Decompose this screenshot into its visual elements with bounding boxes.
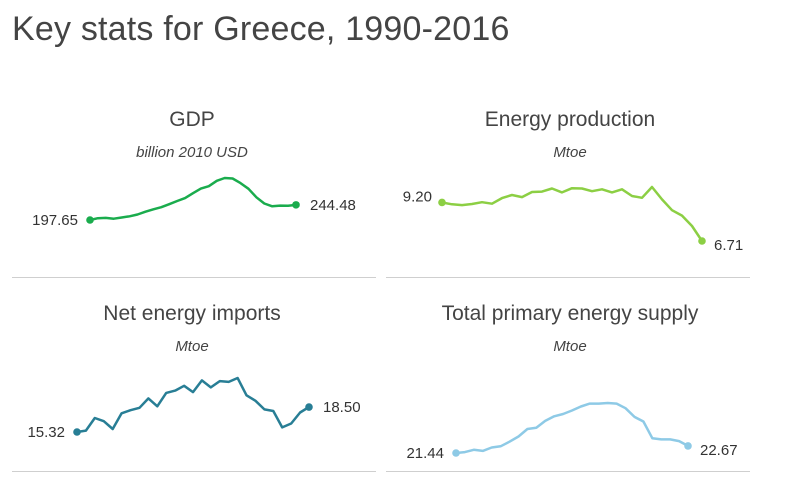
series-line <box>89 176 297 222</box>
end-point <box>305 403 313 411</box>
chart-title: Total primary energy supply <box>441 302 699 325</box>
page-title: Key stats for Greece, 1990-2016 <box>12 10 510 48</box>
start-point <box>73 428 81 436</box>
end-value-label: 244.48 <box>310 197 356 214</box>
divider <box>386 471 750 472</box>
start-value-label: 15.32 <box>27 424 65 441</box>
divider <box>12 277 376 278</box>
end-value-label: 6.71 <box>714 237 743 254</box>
series-line <box>441 185 704 242</box>
chart-subtitle: Mtoe <box>175 338 209 355</box>
start-value-label: 197.65 <box>32 212 78 229</box>
chart-svg: 15.32 18.50 <box>27 376 361 441</box>
chart-panel-total-primary-energy-supply: Total primary energy supply Mtoe 21.44 22… <box>386 302 754 492</box>
chart-panel-gdp: GDP billion 2010 USD 197.65 244.48 <box>8 108 376 298</box>
divider <box>386 277 750 278</box>
start-value-label: 21.44 <box>406 445 444 462</box>
end-point <box>684 442 692 450</box>
chart-subtitle: billion 2010 USD <box>136 144 248 161</box>
chart-subtitle: Mtoe <box>553 144 587 161</box>
start-point <box>86 216 94 224</box>
series-line <box>76 376 310 434</box>
chart-svg: 197.65 244.48 <box>32 176 356 229</box>
chart-svg: 9.20 6.71 <box>403 185 743 254</box>
chart-title: GDP <box>169 108 215 131</box>
end-point <box>698 237 706 245</box>
start-point <box>438 198 446 207</box>
end-value-label: 22.67 <box>700 442 738 459</box>
end-point <box>292 201 300 209</box>
chart-title: Net energy imports <box>103 302 281 325</box>
series-line <box>455 401 689 455</box>
start-point <box>452 449 460 457</box>
chart-subtitle: Mtoe <box>553 338 587 355</box>
chart-title: Energy production <box>484 108 656 131</box>
divider <box>12 471 376 472</box>
chart-panel-energy-production: Energy production Mtoe 9.20 6.71 <box>386 108 754 298</box>
end-value-label: 18.50 <box>323 399 361 416</box>
start-value-label: 9.20 <box>403 188 432 205</box>
chart-svg: 21.44 22.67 <box>406 401 738 462</box>
chart-panel-net-energy-imports: Net energy imports Mtoe 15.32 18.50 <box>8 302 376 492</box>
